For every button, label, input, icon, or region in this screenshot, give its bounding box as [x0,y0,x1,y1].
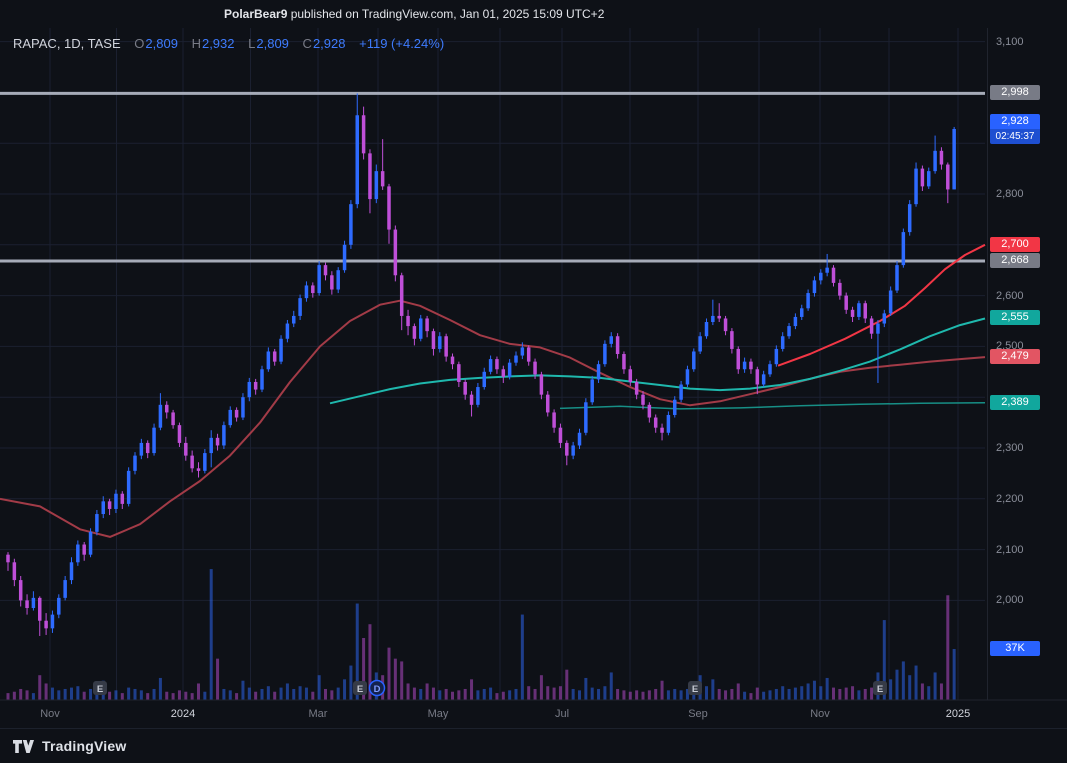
chart-legend[interactable]: RAPAC, 1D, TASE O2,809 H2,932 L2,809 C2,… [13,36,444,51]
time-axis-label[interactable]: 2024 [171,708,195,720]
price-tick-label: 2,300 [996,442,1024,454]
earnings-marker[interactable] [353,681,367,695]
time-axis-label[interactable]: 2025 [946,708,970,720]
low-value: L2,809 [248,36,289,51]
time-axis-label[interactable]: May [428,708,449,720]
tradingview-logo[interactable] [13,739,34,753]
ma-teal2-line[interactable] [559,402,986,410]
time-axis-label[interactable]: Mar [309,708,328,720]
change-value: +119 (+4.24%) [359,36,445,51]
footer-brand[interactable]: TradingView [42,738,127,754]
price-axis[interactable]: 3,100 2,800 2,600 2,500 2,300 2,200 2,100 2,000… [987,28,1067,700]
events-layer: E E E ED [93,679,887,697]
price-badge-2555: 2,555 [990,310,1040,326]
svg-text:E: E [692,684,698,695]
time-axis-label[interactable]: Jul [555,708,569,720]
earnings-marker[interactable] [688,681,702,695]
volume-layer [6,569,956,700]
earnings-marker[interactable] [93,681,107,695]
time-axis: Nov 2024 Mar May Jul Sep Nov 2025 [40,708,970,720]
price-tick-label: 2,000 [996,594,1024,607]
price-badge-37K: 37K [990,641,1040,656]
countdown-timer: 02:45:37 [990,128,1040,144]
price-tick-label: 3,100 [996,35,1024,48]
time-axis-label[interactable]: Nov [810,708,830,720]
price-tick-label: 2,200 [996,492,1024,505]
svg-text:D: D [374,684,381,695]
price-badge-2928: 2,928 02:45:37 [990,113,1040,144]
level-lines-layer [0,91,985,263]
svg-text:E: E [877,684,883,695]
svg-text:E: E [357,684,363,695]
moving-averages-layer [0,243,986,538]
grid-layer [0,28,985,700]
attribution-username: PolarBear9 [224,7,288,21]
price-badge-2700: 2,700 [990,236,1040,252]
attribution-bar: PolarBear9 published on TradingView.com,… [0,0,1067,28]
price-tick-label: 2,600 [996,289,1024,302]
footer-bar: TradingView [0,728,1067,763]
dividend-marker[interactable] [368,679,386,697]
price-badge-2998: 2,998 [990,85,1040,101]
symbol-title: RAPAC, 1D, TASE [13,36,121,51]
high-value: H2,932 [191,36,235,51]
time-axis-label[interactable]: Nov [40,708,60,720]
candles-layer [6,93,956,636]
earnings-marker[interactable] [873,681,887,695]
ma-red-line[interactable] [777,243,986,367]
time-axis-label[interactable]: Sep [688,708,708,720]
close-value: C2,928 [302,36,346,51]
price-badge-2668: 2,668 [990,253,1040,269]
price-badge-2389: 2,389 [990,394,1040,410]
ma-teal-line[interactable] [329,317,986,405]
price-badge-2479: 2,479 [990,349,1040,365]
svg-text:E: E [97,684,103,695]
price-tick-label: 2,800 [996,188,1024,200]
attribution-text: published on TradingView.com, Jan 01, 20… [287,7,605,21]
ma-maroon-line[interactable] [0,299,986,538]
open-value: O2,809 [134,36,178,51]
price-tick-label: 2,100 [996,543,1024,556]
